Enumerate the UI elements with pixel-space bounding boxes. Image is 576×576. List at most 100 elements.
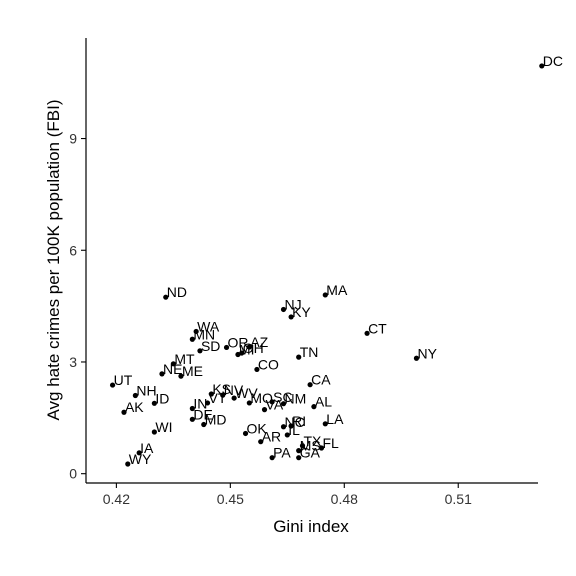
data-point [163, 294, 169, 300]
data-point [239, 350, 245, 356]
data-point [125, 461, 131, 467]
y-tick-label: 0 [69, 466, 77, 482]
data-point [178, 373, 184, 379]
data-point [280, 424, 287, 430]
point-label: MS [300, 438, 321, 454]
point-label: UT [114, 372, 133, 388]
data-point [288, 423, 294, 429]
point-label: VT [209, 390, 227, 406]
data-point [151, 429, 157, 435]
point-label: MA [326, 282, 348, 298]
point-label: WA [197, 318, 220, 334]
point-label: ID [155, 390, 169, 406]
data-point [364, 330, 370, 336]
point-label: MD [205, 412, 227, 428]
point-label: WY [129, 451, 152, 467]
data-point [269, 399, 275, 405]
data-point [296, 448, 302, 454]
point-label: CA [311, 372, 331, 388]
point-label: DC [543, 53, 563, 69]
point-label: MN [193, 326, 215, 342]
data-point [539, 63, 545, 69]
data-point [246, 400, 252, 406]
data-point [307, 382, 313, 388]
x-axis-title: Gini index [273, 517, 349, 536]
point-label: AK [125, 399, 144, 415]
data-point [132, 392, 138, 399]
point-label: NH [136, 382, 156, 398]
point-label: AZ [250, 334, 268, 350]
data-point [242, 430, 249, 437]
point-label: NY [417, 345, 437, 361]
x-tick-label: 0.45 [217, 491, 244, 507]
point-label: OK [247, 420, 268, 436]
data-point [413, 355, 420, 361]
point-label: WI [155, 419, 172, 435]
point-label: CO [258, 356, 279, 372]
point-label: OH [243, 340, 264, 356]
data-point [197, 348, 203, 354]
point-label: IA [140, 440, 154, 456]
point-label: ME [182, 363, 203, 379]
data-point [311, 404, 317, 410]
point-label: NM [285, 391, 307, 407]
data-point [280, 306, 287, 313]
data-point [208, 391, 214, 397]
point-label: NE [163, 361, 182, 377]
data-point [261, 407, 268, 413]
x-tick-label: 0.48 [331, 491, 358, 507]
data-point [189, 336, 195, 342]
point-label: AL [315, 394, 332, 410]
point-label: TX [304, 433, 323, 449]
point-label: RI [292, 413, 306, 429]
y-axis-title: Avg hate crimes per 100K population (FBI… [44, 100, 63, 421]
data-point [121, 409, 127, 415]
data-point [189, 416, 195, 422]
point-label: KY [292, 304, 311, 320]
data-point [201, 421, 207, 428]
point-label: NV [224, 382, 244, 398]
data-point [204, 400, 211, 406]
point-label: SC [273, 389, 292, 405]
points-group [109, 63, 545, 467]
data-point [231, 395, 237, 401]
data-point [280, 401, 287, 407]
point-label: TN [300, 344, 319, 360]
point-label: VA [266, 397, 284, 413]
y-tick-label: 9 [69, 131, 77, 147]
data-point [223, 344, 230, 351]
point-label: OR [228, 334, 249, 350]
point-label: GA [300, 445, 321, 461]
data-point [318, 445, 325, 451]
x-tick-label: 0.42 [103, 491, 130, 507]
data-point [258, 439, 264, 445]
data-point [170, 361, 176, 367]
point-label: PA [273, 445, 291, 461]
point-label: IN [193, 396, 207, 412]
point-label: MO [250, 390, 273, 406]
data-point [296, 354, 302, 360]
point-label: KS [212, 381, 231, 397]
data-point [159, 371, 165, 377]
data-point [136, 450, 142, 456]
data-point [322, 292, 328, 298]
data-point [109, 382, 116, 388]
y-tick-label: 3 [69, 354, 77, 370]
point-label: AR [262, 429, 281, 445]
plot-area: 0.42 0.45 0.48 0.51 0 3 6 9 [69, 38, 538, 507]
data-point [246, 344, 252, 350]
data-point [299, 443, 306, 449]
data-point [189, 405, 195, 412]
point-label: SD [201, 338, 220, 354]
point-label: MI [239, 342, 255, 358]
point-label: ND [167, 284, 187, 300]
data-point [284, 432, 290, 438]
data-point [288, 314, 294, 320]
point-label: NJ [285, 296, 302, 312]
point-label: MT [174, 351, 195, 367]
data-point [151, 400, 157, 406]
point-label: WV [235, 385, 258, 401]
data-point [322, 421, 328, 427]
